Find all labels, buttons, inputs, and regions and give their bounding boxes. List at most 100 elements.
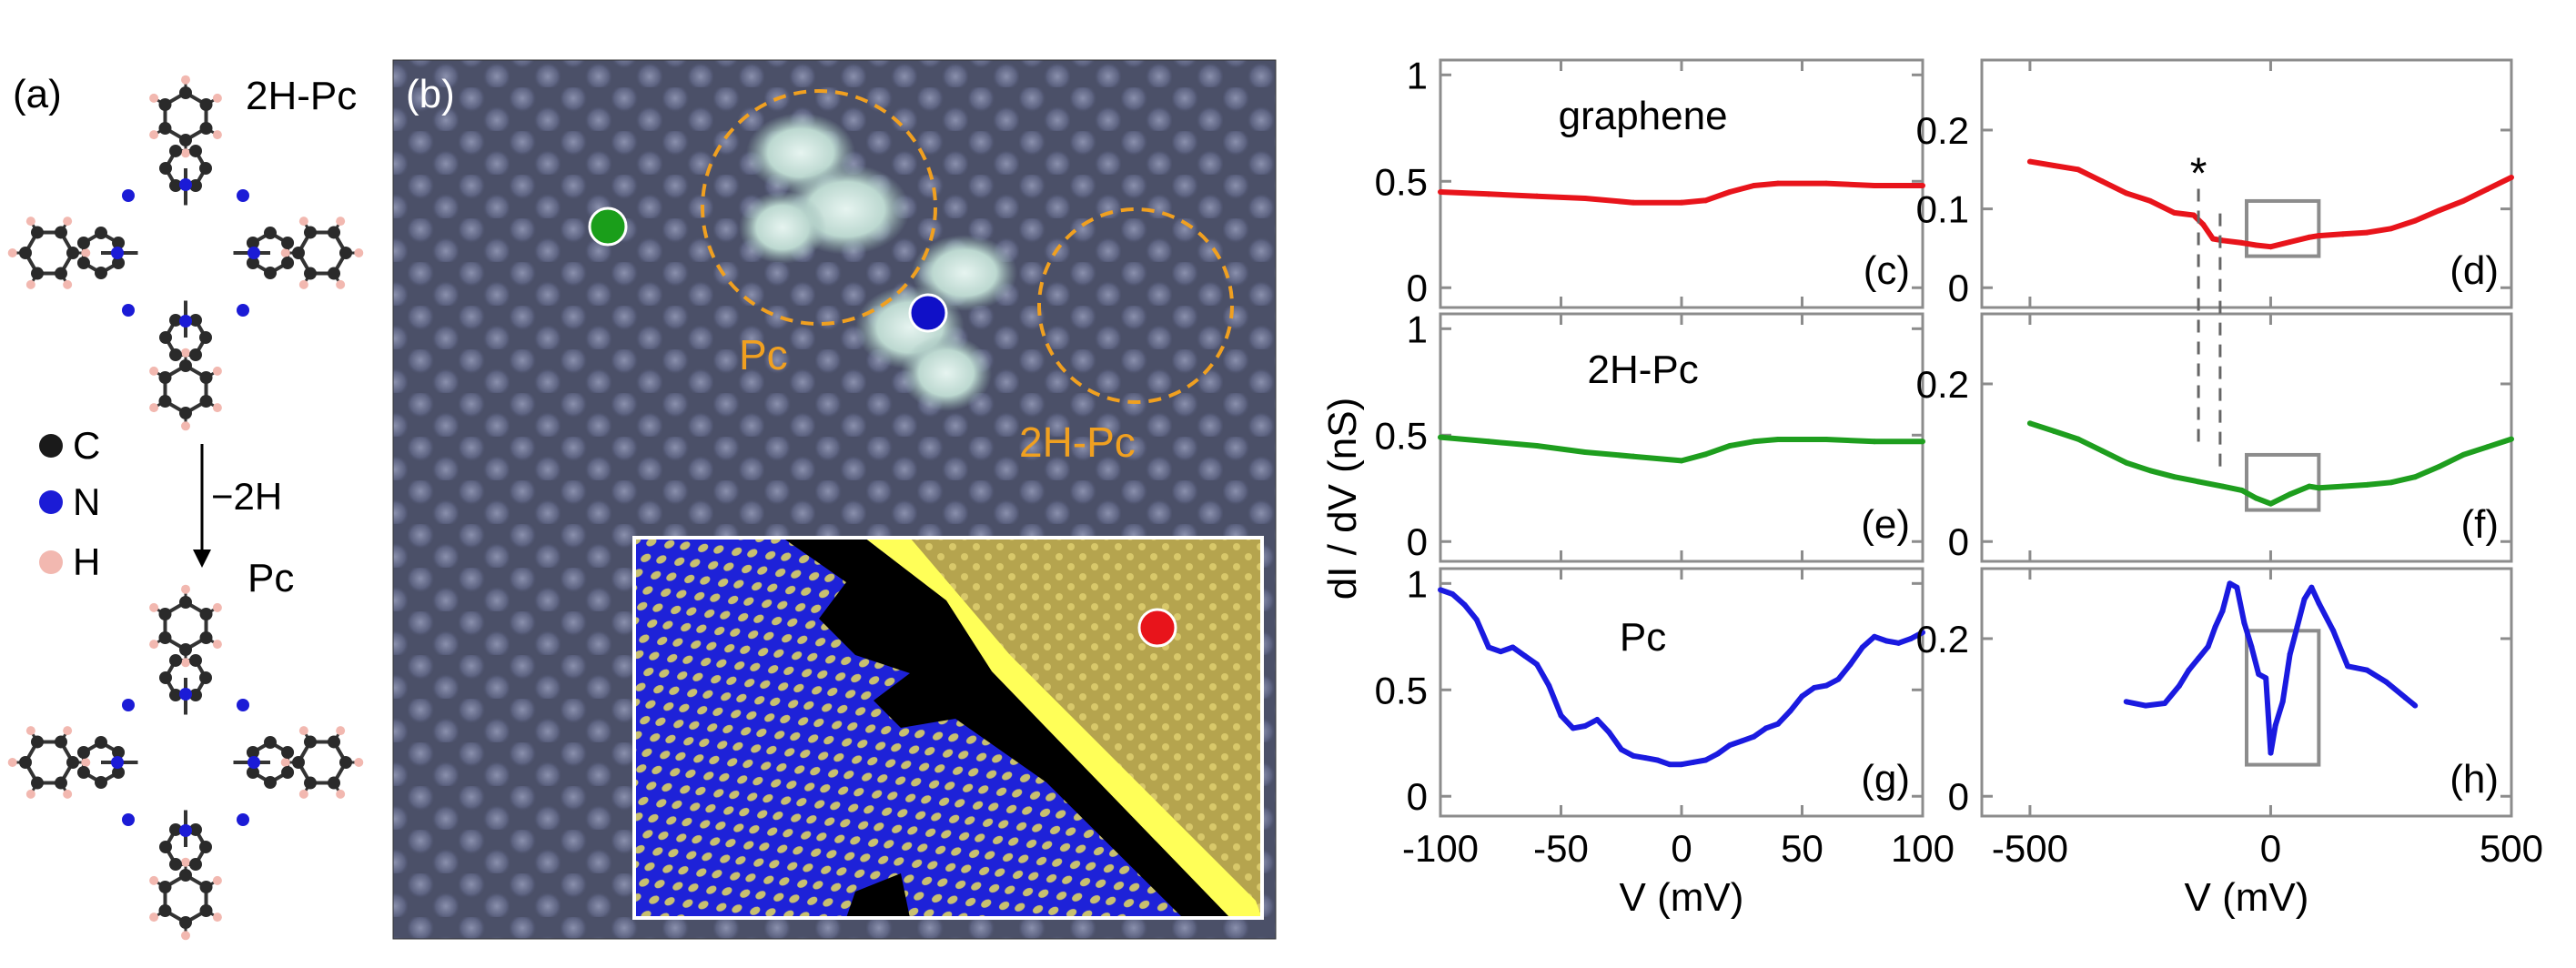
y-tick-label: 0.2: [1916, 363, 1969, 406]
data-point: [1570, 725, 1576, 731]
data-point: [2253, 242, 2259, 248]
panel-label-b: (b): [406, 72, 455, 116]
data-point: [2209, 236, 2216, 242]
plot-panel-g: 0 0.5 1 -100 -50 0 50 100 V (mV) Pc (g): [1375, 562, 1955, 920]
plot-panel-h: 0 0.2 -500 0 500 V (mV) (h): [1916, 567, 2543, 920]
plot-frame: [1980, 312, 2513, 563]
data-point: [1582, 195, 1588, 201]
data-point: [1606, 730, 1612, 736]
data-point: [2026, 158, 2033, 165]
data-point: [2279, 699, 2286, 705]
molecule-atoms: [7, 75, 364, 431]
molecule-bonds: [12, 589, 359, 936]
data-point: [1823, 436, 1829, 442]
data-point: [2026, 420, 2033, 427]
zoom-window-box: [2245, 629, 2321, 767]
data-point: [2402, 694, 2409, 701]
data-point: [2509, 436, 2514, 442]
data-point: [1799, 693, 1805, 700]
series-line: [2126, 580, 2418, 756]
data-point: [2190, 212, 2197, 218]
data-point: [1691, 759, 1697, 765]
series-line: [1440, 434, 1923, 464]
stm-h2pc-label: 2H-Pc: [1019, 418, 1136, 466]
data-point: [1618, 746, 1624, 752]
data-point: [1642, 755, 1649, 761]
plot-frame: [1439, 567, 1924, 818]
y-tick-label: 1: [1407, 308, 1428, 350]
data-point: [1534, 442, 1540, 449]
zoom-window-box: [2245, 198, 2321, 258]
data-point: [1438, 188, 1443, 195]
data-point: [1847, 661, 1854, 668]
data-point: [1872, 182, 1877, 188]
data-point: [2287, 238, 2293, 245]
graphene-marker-dot: [1137, 608, 1177, 648]
data-point: [1666, 761, 1672, 768]
y-tick-label: 1: [1407, 54, 1428, 96]
y-tick-label: 0.2: [1916, 618, 1969, 660]
panel-title: graphene: [1559, 94, 1728, 138]
panel-label-a: (a): [13, 72, 62, 116]
data-point: [2253, 495, 2259, 501]
inset-frame: [632, 536, 1264, 920]
zoom-window-box: [2245, 452, 2321, 512]
data-point: [1884, 638, 1890, 644]
data-point: [1510, 644, 1516, 650]
data-point: [1486, 439, 1491, 445]
data-point: [2075, 436, 2081, 442]
data-point: [1702, 757, 1709, 763]
y-tick-label: 0: [1948, 267, 1969, 309]
data-point: [2256, 671, 2262, 677]
data-point: [2219, 483, 2226, 489]
molecule-top-label: 2H-Pc: [246, 74, 357, 118]
data-point: [1751, 733, 1757, 740]
legend-hydrogen-dot: [39, 550, 63, 574]
data-point: [2263, 675, 2269, 681]
data-point: [1775, 436, 1781, 442]
data-point: [2484, 444, 2490, 450]
data-point: [2268, 500, 2274, 507]
data-point: [1751, 182, 1757, 188]
data-point: [2339, 483, 2346, 489]
data-point: [2268, 750, 2274, 756]
plot-frame: [1980, 58, 2513, 309]
data-point: [1727, 188, 1732, 195]
data-point: [2186, 667, 2192, 673]
data-point: [2248, 643, 2255, 650]
reaction-label: −2H: [211, 475, 282, 518]
atom-legend: C N H: [39, 424, 100, 583]
data-point: [1920, 182, 1925, 188]
data-point: [2316, 600, 2322, 606]
data-point: [2196, 655, 2202, 661]
data-point: [2238, 239, 2245, 246]
data-point: [2287, 651, 2293, 658]
data-point: [2460, 197, 2467, 204]
x-tick-label: 50: [1781, 827, 1823, 870]
data-point: [1438, 587, 1443, 593]
data-point: [1450, 591, 1456, 598]
data-point: [1835, 676, 1842, 682]
pc-ring: [701, 89, 937, 326]
data-point: [2294, 623, 2300, 630]
series-line: [2029, 158, 2513, 250]
legend-carbon-label: C: [73, 424, 100, 467]
data-point: [1631, 199, 1636, 206]
data-point: [1438, 434, 1443, 440]
data-point: [2412, 217, 2419, 224]
data-point: [2099, 178, 2106, 185]
data-point: [1631, 453, 1636, 459]
x-tick-label: 500: [2480, 827, 2543, 870]
x-axis-label: V (mV): [1620, 875, 1744, 920]
data-point: [1872, 439, 1877, 445]
data-point: [1498, 649, 1504, 655]
data-point: [2099, 448, 2106, 454]
data-point: [2205, 643, 2211, 650]
data-point: [2345, 663, 2351, 670]
data-point: [1859, 644, 1865, 650]
data-point: [2123, 190, 2129, 197]
y-tick-label: 0: [1948, 520, 1969, 563]
molecule-bottom-label: Pc: [247, 556, 294, 600]
stm-inset: [634, 538, 1262, 918]
